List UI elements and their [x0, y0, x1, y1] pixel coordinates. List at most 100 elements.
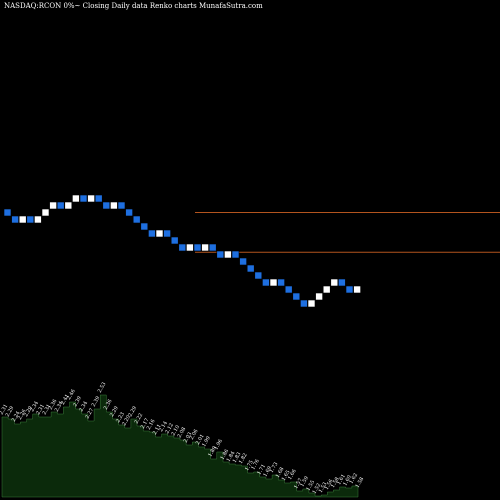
price-label: 1.52 [312, 482, 323, 495]
renko-brick [163, 229, 171, 238]
price-label: 2.34 [78, 400, 89, 413]
price-label: 2.11 [152, 423, 163, 436]
price-label: 1.60 [342, 474, 353, 487]
price-label: 2.03 [183, 431, 194, 444]
renko-brick [56, 201, 65, 210]
price-label: 2.29 [23, 405, 34, 418]
chart-title: NASDAQ:RCON 0%~ Closing Daily data Renko… [4, 2, 263, 10]
price-label: 1.61 [336, 473, 347, 486]
renko-brick [186, 243, 194, 252]
price-label: 2.22 [134, 412, 145, 425]
price-label: 1.59 [299, 475, 310, 488]
price-label: 1.71 [256, 463, 267, 476]
price-label: 2.24 [11, 410, 22, 423]
renko-brick [72, 194, 80, 203]
price-label: 2.31 [35, 403, 46, 416]
renko-brick [322, 285, 331, 294]
renko-brick [117, 201, 126, 210]
price-label: 2.46 [66, 388, 77, 401]
price-label: 1.56 [324, 478, 335, 491]
renko-brick [262, 278, 270, 287]
price-label: 1.96 [213, 438, 224, 451]
price-label: 1.57 [293, 477, 304, 490]
price-label: 2.41 [60, 393, 71, 406]
price-label: 1.58 [355, 476, 366, 489]
volume-area [1, 394, 359, 498]
renko-brick [34, 215, 42, 224]
price-label: 1.99 [201, 435, 212, 448]
price-label: 1.69 [262, 465, 273, 478]
renko-brick [26, 215, 35, 224]
renko-brick [239, 257, 247, 266]
price-label: 1.55 [305, 479, 316, 492]
price-label: 1.86 [220, 448, 231, 461]
price-label: 2.01 [195, 433, 206, 446]
renko-brick [79, 194, 88, 203]
price-label: 2.16 [146, 418, 157, 431]
renko-brick [3, 208, 12, 217]
price-label: 1.73 [269, 461, 280, 474]
renko-brick [170, 236, 179, 245]
renko-brick [64, 201, 73, 210]
price-label: 2.36 [103, 398, 114, 411]
renko-brick [246, 264, 255, 273]
price-label: 1.75 [244, 459, 255, 472]
price-label: 1.53 [318, 481, 329, 494]
price-label: 1.66 [287, 468, 298, 481]
renko-brick [193, 243, 202, 252]
renko-brick [18, 215, 27, 224]
renko-brick [338, 278, 346, 287]
price-label: 1.65 [281, 469, 292, 482]
renko-brick [155, 229, 164, 238]
renko-brick [224, 250, 232, 259]
price-label: 1.62 [348, 472, 359, 485]
renko-brick [178, 243, 187, 252]
renko-bricks [3, 194, 361, 308]
renko-brick [254, 271, 263, 280]
renko-brick [315, 292, 323, 301]
renko-brick [201, 243, 209, 252]
renko-brick [148, 229, 156, 238]
price-label: 1.76 [250, 458, 261, 471]
price-label: 2.53 [97, 381, 108, 394]
price-label: 2.14 [158, 420, 169, 433]
volume-area-fill [1, 394, 359, 498]
price-label: 1.58 [330, 476, 341, 489]
price-label: 2.29 [127, 405, 138, 418]
renko-brick [269, 278, 278, 287]
price-label: 1.83 [232, 451, 243, 464]
renko-brick [231, 250, 240, 259]
renko-brick [49, 201, 57, 210]
price-label: 2.12 [164, 422, 175, 435]
price-label: 2.08 [177, 426, 188, 439]
renko-brick [110, 201, 118, 210]
price-label: 2.36 [48, 398, 59, 411]
price-label: 2.31 [0, 403, 9, 416]
price-label: 2.26 [17, 408, 28, 421]
price-label: 2.17 [140, 417, 151, 430]
price-label: 2.23 [115, 411, 126, 424]
price-label: 2.31 [42, 403, 53, 416]
level-lines [195, 212, 500, 253]
renko-brick [87, 194, 95, 203]
price-label: 2.29 [109, 405, 120, 418]
price-label: 1.82 [238, 452, 249, 465]
renko-brick [208, 243, 217, 252]
price-label: 1.89 [207, 445, 218, 458]
price-label: 2.34 [54, 400, 65, 413]
renko-brick [353, 285, 361, 294]
renko-brick [307, 299, 316, 308]
price-label: 2.39 [72, 395, 83, 408]
renko-brick [102, 201, 111, 210]
renko-brick [41, 208, 50, 217]
price-label: 1.84 [226, 450, 237, 463]
renko-brick [94, 194, 103, 203]
renko-brick [216, 250, 225, 259]
renko-brick [140, 222, 149, 231]
price-label: 2.34 [29, 400, 40, 413]
price-label: 2.27 [84, 407, 95, 420]
price-label: 1.68 [275, 466, 286, 479]
price-label: 2.06 [189, 428, 200, 441]
